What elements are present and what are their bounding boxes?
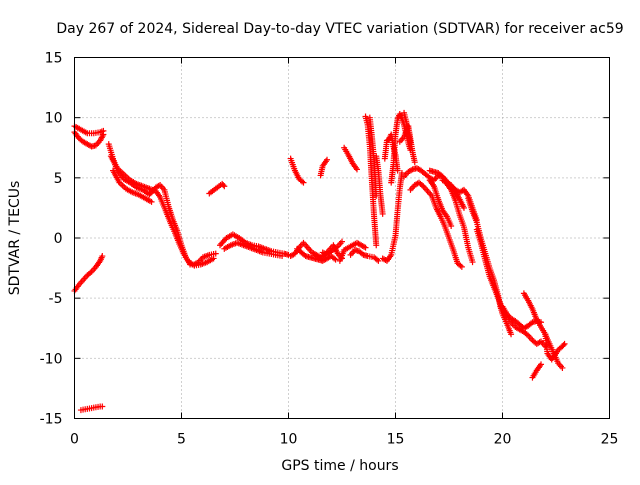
data-point xyxy=(324,156,331,163)
x-tick-label: 5 xyxy=(177,432,186,448)
x-tick-label: 10 xyxy=(280,432,298,448)
data-point xyxy=(448,222,455,229)
data-point xyxy=(460,204,467,211)
data-point xyxy=(100,127,107,134)
x-tick-label: 15 xyxy=(387,432,405,448)
y-tick-label: -10 xyxy=(40,351,63,367)
data-point xyxy=(148,198,155,205)
data-point xyxy=(469,259,476,266)
data-point xyxy=(212,250,219,257)
x-tick-label: 20 xyxy=(494,432,512,448)
data-point xyxy=(279,253,286,260)
data-point xyxy=(407,139,414,146)
data-point xyxy=(339,238,345,245)
data-point xyxy=(362,244,369,251)
y-axis-label: SDTVAR / TECUs xyxy=(7,181,23,296)
data-point xyxy=(560,342,567,349)
tick-labels: 0 5 10 15 20 25 -15 -10 -5 0 5 10 15 xyxy=(40,51,619,448)
y-tick-label: 15 xyxy=(45,51,63,67)
y-tick-label: 5 xyxy=(54,171,63,187)
data-point xyxy=(411,159,418,166)
data-point xyxy=(99,403,106,410)
data-point xyxy=(375,257,382,264)
y-tick-label: 0 xyxy=(54,231,63,247)
y-tick-label: -5 xyxy=(49,291,63,307)
data-point xyxy=(300,179,307,186)
data-point xyxy=(221,183,228,190)
x-tick-label: 25 xyxy=(601,432,619,448)
x-tick-label: 0 xyxy=(70,432,79,448)
data-point xyxy=(353,166,360,173)
y-tick-label: 10 xyxy=(45,111,63,127)
data-point xyxy=(99,253,106,260)
chart-title: Day 267 of 2024, Sidereal Day-to-day VTE… xyxy=(56,21,623,37)
x-axis-label: GPS time / hours xyxy=(281,458,398,474)
y-tick-label: -15 xyxy=(40,412,63,428)
data-point xyxy=(508,331,515,338)
data-point xyxy=(220,182,227,189)
data-point xyxy=(379,210,386,217)
data-point xyxy=(561,340,568,347)
data-points xyxy=(71,109,568,414)
data-point xyxy=(458,263,465,270)
data-point xyxy=(373,242,380,249)
data-point xyxy=(332,256,339,263)
data-point xyxy=(559,364,566,371)
data-point xyxy=(210,255,217,262)
data-point xyxy=(538,361,545,368)
plot-frame xyxy=(74,57,610,419)
